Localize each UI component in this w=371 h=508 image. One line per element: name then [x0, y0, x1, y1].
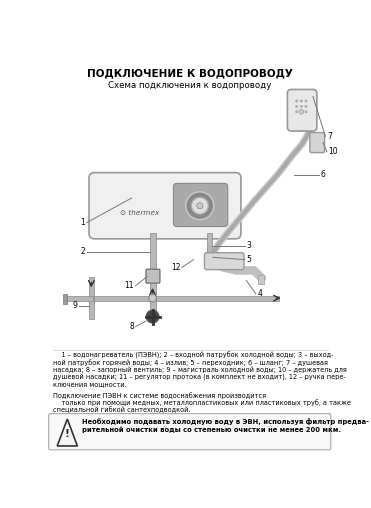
Circle shape	[149, 294, 157, 302]
Text: 4: 4	[257, 289, 262, 298]
Circle shape	[300, 100, 302, 102]
Text: Подключение ПЭВН к системе водоснабжения производится: Подключение ПЭВН к системе водоснабжения…	[53, 392, 266, 399]
Text: 2: 2	[81, 247, 85, 257]
Bar	[258, 275, 264, 284]
FancyBboxPatch shape	[310, 133, 325, 152]
Text: 8: 8	[129, 322, 134, 331]
Bar	[150, 282, 156, 299]
Bar	[150, 234, 156, 276]
Polygon shape	[57, 419, 78, 446]
FancyBboxPatch shape	[204, 252, 244, 270]
Text: 9: 9	[72, 301, 78, 310]
Text: 6: 6	[321, 170, 326, 179]
Circle shape	[146, 310, 159, 323]
Text: 10: 10	[328, 147, 338, 156]
Bar	[66, 296, 93, 301]
Text: только при помощи медных, металлопластиковых или пластиковых труб, а также: только при помощи медных, металлопластик…	[53, 399, 351, 406]
Text: !: !	[65, 429, 70, 439]
Text: ⊙ thermex: ⊙ thermex	[120, 210, 159, 216]
Bar	[89, 296, 279, 301]
Text: душевой насадки; 11 – регулятор протока (в комплект не входит), 12 – ручка пере-: душевой насадки; 11 – регулятор протока …	[53, 374, 345, 381]
Bar	[150, 299, 156, 311]
Text: специальной гибкой сантехподводкой.: специальной гибкой сантехподводкой.	[53, 407, 190, 414]
Text: 1 – водонагреватель (ПЭВН); 2 – входной патрубок холодной воды; 3 – выход-: 1 – водонагреватель (ПЭВН); 2 – входной …	[53, 352, 333, 359]
Circle shape	[296, 105, 298, 108]
Text: ной патрубок горячей воды; 4 – излив; 5 – переходник; 6 – шланг; 7 – душевая: ной патрубок горячей воды; 4 – излив; 5 …	[53, 359, 328, 366]
Circle shape	[296, 111, 298, 113]
Text: 7: 7	[327, 132, 332, 141]
Circle shape	[305, 100, 307, 102]
Text: 5: 5	[246, 255, 251, 264]
Text: 11: 11	[124, 281, 134, 290]
Circle shape	[299, 109, 304, 114]
Text: 3: 3	[246, 241, 251, 250]
FancyBboxPatch shape	[174, 183, 228, 227]
Circle shape	[300, 111, 302, 113]
Text: насадка; 8 – запорный вентиль; 9 – магистраль холодной воды; 10 – держатель для: насадка; 8 – запорный вентиль; 9 – магис…	[53, 367, 346, 373]
Circle shape	[305, 105, 307, 108]
Bar	[63, 294, 67, 303]
Circle shape	[191, 197, 209, 214]
Circle shape	[197, 203, 203, 209]
Text: ключения мощности.: ключения мощности.	[53, 382, 126, 387]
FancyBboxPatch shape	[288, 89, 317, 131]
FancyBboxPatch shape	[89, 173, 241, 239]
Text: Необходимо подавать холодную воду в ЭВН, используя фильтр предва-: Необходимо подавать холодную воду в ЭВН,…	[82, 418, 369, 425]
Circle shape	[300, 105, 302, 108]
Circle shape	[305, 111, 307, 113]
Text: Схема подключения к водопроводу: Схема подключения к водопроводу	[108, 81, 272, 90]
Circle shape	[186, 192, 214, 219]
Bar	[89, 276, 95, 319]
Text: 1: 1	[81, 218, 85, 227]
Circle shape	[296, 100, 298, 102]
FancyBboxPatch shape	[146, 269, 160, 283]
Text: 12: 12	[171, 263, 180, 272]
Bar	[207, 234, 212, 257]
Text: рительной очистки воды со степенью очистки не менее 200 мкм.: рительной очистки воды со степенью очист…	[82, 427, 341, 433]
FancyBboxPatch shape	[49, 414, 331, 450]
Text: ПОДКЛЮЧЕНИЕ К ВОДОПРОВОДУ: ПОДКЛЮЧЕНИЕ К ВОДОПРОВОДУ	[87, 69, 293, 79]
